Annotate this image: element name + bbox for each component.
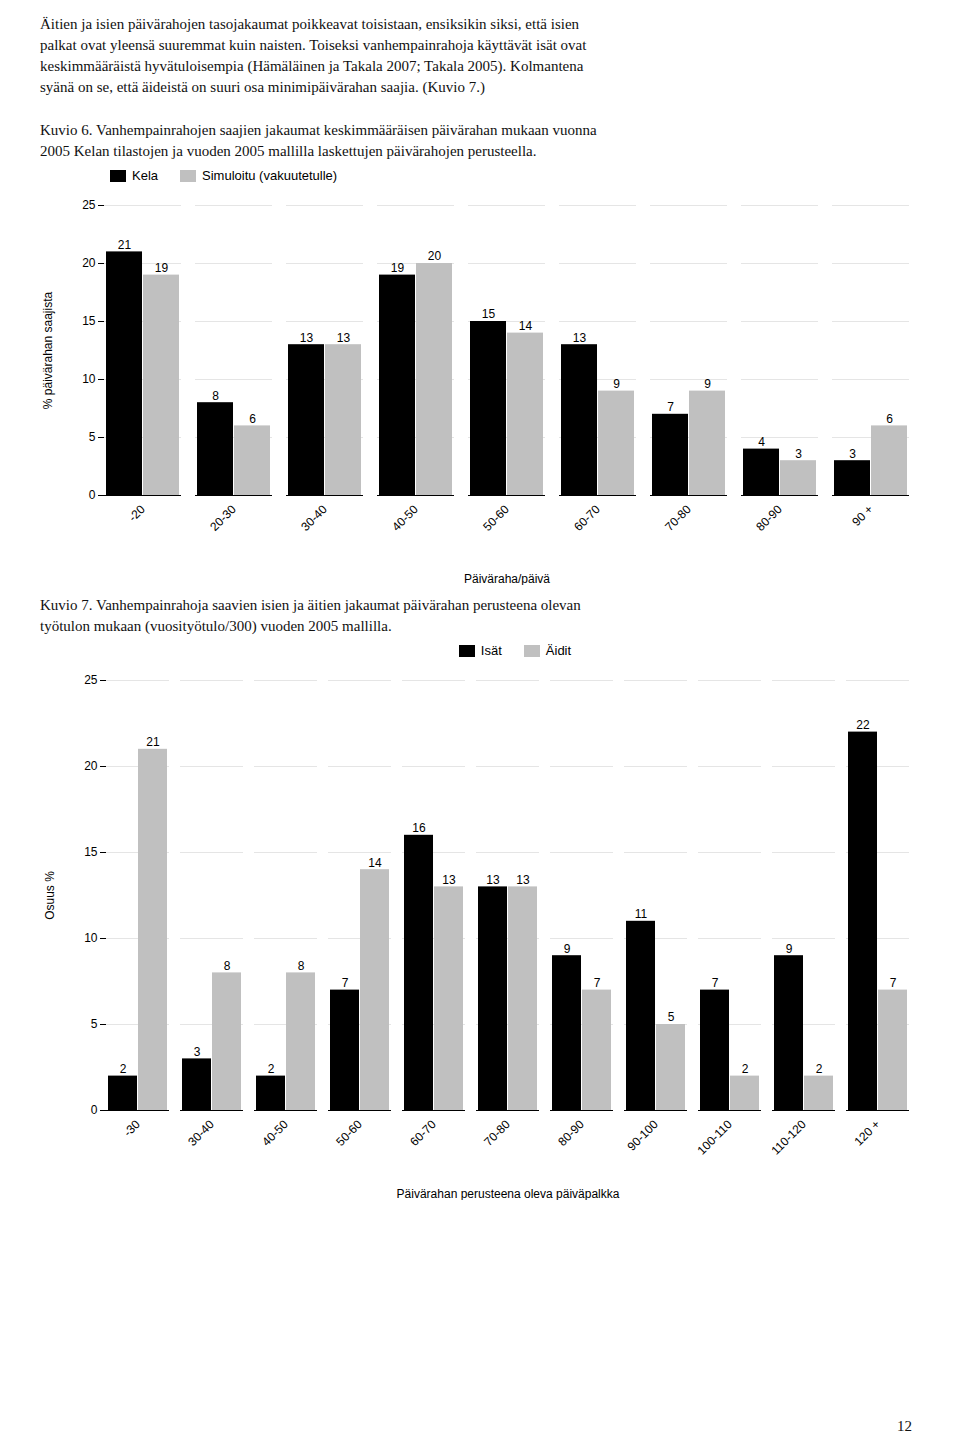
svg-text:2: 2 (120, 1062, 127, 1076)
svg-text:5: 5 (91, 1017, 98, 1031)
svg-text:20-30: 20-30 (207, 502, 239, 534)
svg-text:3: 3 (849, 447, 856, 461)
svg-text:40-50: 40-50 (389, 502, 421, 534)
svg-text:7: 7 (890, 976, 897, 990)
svg-text:120 +: 120 + (851, 1117, 882, 1148)
svg-text:0: 0 (89, 488, 96, 502)
svg-text:25: 25 (82, 198, 96, 212)
svg-text:90-100: 90-100 (625, 1117, 662, 1154)
svg-text:5: 5 (668, 1010, 675, 1024)
svg-text:30-40: 30-40 (298, 502, 330, 534)
html-text:Äitien ja isien päivärahojen t: Äitien ja isien päivärahojen tasojakauma… (40, 16, 587, 95)
svg-text:100-110: 100-110 (694, 1117, 735, 1158)
svg-text:11: 11 (635, 907, 648, 921)
svg-text:0: 0 (91, 1103, 98, 1117)
svg-text:15: 15 (482, 307, 496, 321)
svg-text:60-70: 60-70 (407, 1117, 439, 1149)
svg-text:9: 9 (613, 377, 620, 391)
svg-text:-20: -20 (126, 502, 148, 524)
svg-text:20: 20 (84, 759, 98, 773)
svg-text:9: 9 (704, 377, 711, 391)
svg-text:7: 7 (712, 976, 719, 990)
svg-text:13: 13 (442, 873, 456, 887)
svg-text:14: 14 (368, 856, 382, 870)
svg-text:13: 13 (573, 331, 587, 345)
svg-text:21: 21 (146, 735, 160, 749)
svg-text:60-70: 60-70 (571, 502, 603, 534)
svg-text:13: 13 (300, 331, 314, 345)
svg-text:5: 5 (89, 430, 96, 444)
svg-text:7: 7 (342, 976, 349, 990)
html-text:Kuvio 6. Vanhempainrahojen saa: Kuvio 6. Vanhempainrahojen saajien jakau… (40, 122, 597, 159)
svg-text:2: 2 (742, 1062, 749, 1076)
svg-text:Osuus %: Osuus % (43, 871, 57, 920)
svg-text:7: 7 (667, 400, 674, 414)
svg-text:-30: -30 (121, 1117, 143, 1139)
svg-text:10: 10 (82, 372, 96, 386)
svg-text:4: 4 (758, 435, 765, 449)
svg-text:15: 15 (84, 845, 98, 859)
svg-text:8: 8 (298, 959, 305, 973)
svg-text:14: 14 (519, 319, 533, 333)
html-text:Simuloitu (vakuutetulle): Simuloitu (vakuutetulle) (202, 168, 338, 183)
svg-text:6: 6 (249, 412, 256, 426)
svg-text:50-60: 50-60 (480, 502, 512, 534)
svg-text:2: 2 (268, 1062, 275, 1076)
svg-text:80-90: 80-90 (753, 502, 785, 534)
svg-text:10: 10 (84, 931, 98, 945)
svg-text:70-80: 70-80 (662, 502, 694, 534)
svg-text:6: 6 (886, 412, 893, 426)
svg-text:2: 2 (816, 1062, 823, 1076)
svg-text:13: 13 (337, 331, 351, 345)
svg-text:40-50: 40-50 (259, 1117, 291, 1149)
svg-text:50-60: 50-60 (333, 1117, 365, 1149)
html-text:Isät: Isät (480, 643, 502, 658)
svg-text:13: 13 (486, 873, 500, 887)
svg-text:19: 19 (155, 261, 169, 275)
svg-text:13: 13 (516, 873, 530, 887)
svg-text:% päivärahan saajista: % päivärahan saajista (41, 291, 55, 409)
svg-text:25: 25 (84, 673, 98, 687)
svg-text:19: 19 (391, 261, 405, 275)
svg-text:80-90: 80-90 (555, 1117, 587, 1149)
svg-text:9: 9 (564, 942, 571, 956)
svg-text:8: 8 (212, 389, 219, 403)
svg-text:70-80: 70-80 (481, 1117, 513, 1149)
svg-text:20: 20 (82, 256, 96, 270)
svg-text:Päiväraha/päivä: Päiväraha/päivä (464, 572, 550, 586)
svg-text:3: 3 (194, 1045, 201, 1059)
svg-text:7: 7 (594, 976, 601, 990)
svg-text:15: 15 (82, 314, 96, 328)
svg-text:8: 8 (224, 959, 231, 973)
html-text:Kuvio 7. Vanhempainrahoja saav: Kuvio 7. Vanhempainrahoja saavien isien … (40, 597, 581, 634)
svg-text:30-40: 30-40 (185, 1117, 217, 1149)
svg-text:9: 9 (786, 942, 793, 956)
svg-text:21: 21 (118, 238, 132, 252)
svg-text:110-120: 110-120 (768, 1117, 809, 1158)
svg-text:Päivärahan perusteena oleva pä: Päivärahan perusteena oleva päiväpalkka (397, 1187, 620, 1201)
svg-text:20: 20 (428, 249, 442, 263)
html-text:Kela: Kela (132, 168, 158, 183)
svg-text:16: 16 (412, 821, 426, 835)
svg-text:3: 3 (795, 447, 802, 461)
svg-text:22: 22 (856, 718, 870, 732)
html-text:Äidit: Äidit (545, 643, 572, 658)
html-text:12: 12 (897, 1418, 912, 1434)
svg-text:90 +: 90 + (849, 502, 876, 529)
